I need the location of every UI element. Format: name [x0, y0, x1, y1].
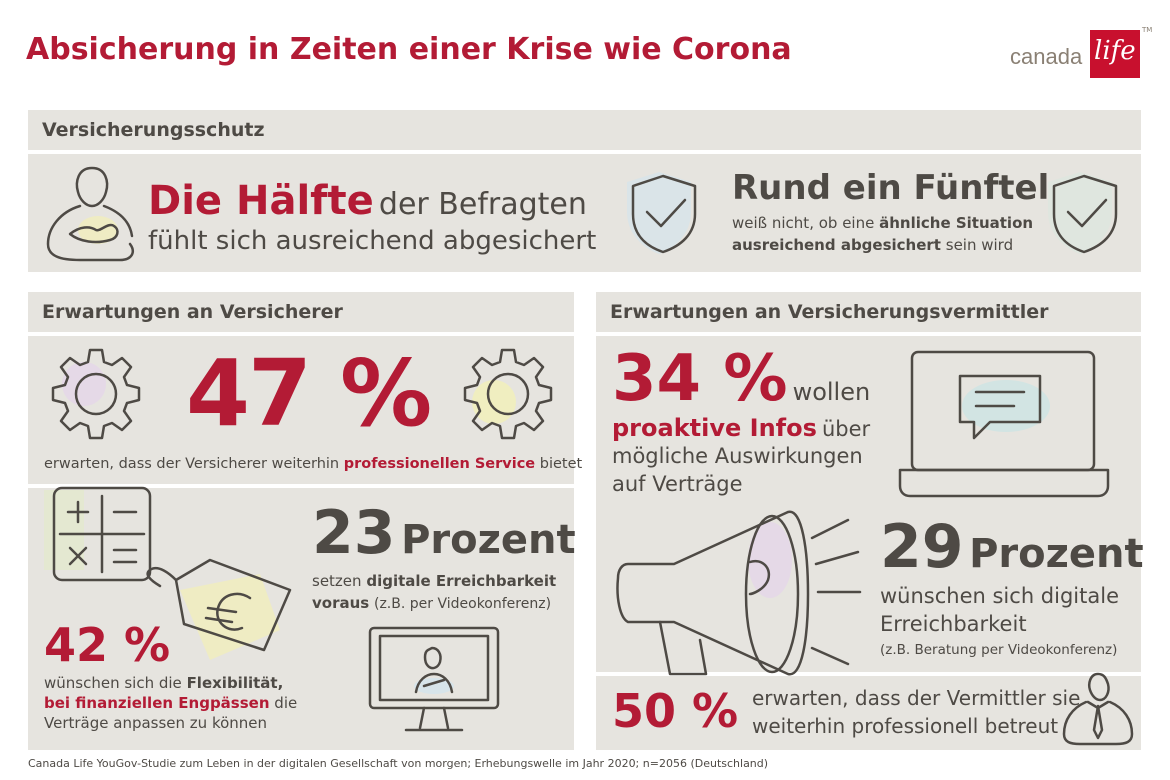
stat29-note: (z.B. Beratung per Videokonferenz): [880, 642, 1118, 658]
stat23-line1: setzen digitale Erreichbarkeit: [312, 572, 556, 590]
logo-tm: TM: [1142, 26, 1153, 34]
stat34-line4: auf Verträge: [612, 472, 743, 496]
stat23-bold2: voraus: [312, 594, 370, 612]
half-line2: fühlt sich ausreichend abgesichert: [148, 226, 597, 256]
brokers-panel-bottom: [596, 676, 1141, 750]
stat50-line2: weiterhin professionell betreut: [752, 714, 1059, 738]
stat23-pre: setzen: [312, 572, 362, 590]
shield-check-icon: [1048, 172, 1118, 254]
insurers-panel-bottom: [28, 488, 574, 750]
insurers-header: Erwartungen an Versicherer: [28, 292, 574, 332]
stat42-post: die: [274, 694, 298, 712]
stat29-value: 29: [880, 512, 964, 582]
stat23-value-row: 23 Prozent: [312, 498, 576, 568]
stat50-value: 50 %: [612, 684, 739, 738]
person-thumbs-up-icon: [46, 166, 134, 262]
stat34-post2: über: [821, 417, 871, 441]
canada-life-logo: canada life TM: [1008, 26, 1152, 80]
stat47-pre: erwarten, dass der Versicherer weiterhin: [44, 456, 340, 472]
half-line1: Die Hälfte der Befragten: [148, 178, 587, 224]
stat29-line1: wünschen sich digitale: [880, 584, 1119, 608]
stat23-value: 23: [312, 498, 396, 568]
brokers-panel-top: [596, 336, 1141, 672]
stat47-post: bietet: [539, 456, 583, 472]
stat23-unit: Prozent: [401, 517, 576, 563]
euro-tag-icon: [146, 558, 292, 660]
brokers-header: Erwartungen an Versicherungsvermittler: [596, 292, 1141, 332]
stat42-value: 42 %: [44, 618, 171, 672]
stat23-bold: digitale Erreichbarkeit: [366, 572, 557, 590]
advisor-person-icon: [1062, 672, 1134, 746]
insurance-panel: [28, 154, 1141, 272]
shield-check-icon: [627, 172, 697, 254]
stat23-line2: voraus (z.B. per Videokonferenz): [312, 594, 551, 612]
stat34-bold: proaktive Infos: [612, 414, 817, 442]
stat34-line3: mögliche Auswirkungen: [612, 444, 863, 468]
video-monitor-icon: [368, 626, 500, 732]
logo-box: life: [1090, 30, 1140, 78]
fifth-line2-post: sein wird: [945, 236, 1014, 254]
stat23-post: (z.B. per Videokonferenz): [374, 596, 552, 612]
half-highlight: Die Hälfte: [148, 178, 374, 224]
stat29-line2: Erreichbarkeit: [880, 612, 1027, 636]
stat50-line1: erwarten, dass der Vermittler sie: [752, 686, 1081, 710]
gear-icon: [51, 348, 141, 440]
half-rest: der Befragten: [378, 187, 587, 222]
logo-word: canada: [1010, 44, 1083, 69]
stat47-bold: professionellen Service: [343, 456, 536, 472]
stat34-line1: 34 % wollen: [612, 342, 870, 416]
fifth-line1-pre: weiß nicht, ob eine: [732, 214, 875, 232]
stat42-line3: Verträge anpassen zu können: [44, 714, 268, 732]
page-title: Absicherung in Zeiten einer Krise wie Co…: [26, 32, 792, 67]
stat47-value: 47 %: [186, 340, 432, 447]
stat29-value-row: 29 Prozent: [880, 512, 1144, 582]
stat42-bold2: bei finanziellen Engpässen: [44, 694, 270, 712]
stat42-line2: bei finanziellen Engpässen die: [44, 694, 297, 712]
fifth-line2-bold: ausreichend abgesichert: [732, 236, 941, 254]
fifth-line2: ausreichend abgesichert sein wird: [732, 236, 1013, 254]
stat34-value: 34 %: [612, 342, 788, 416]
megaphone-icon: [616, 510, 862, 676]
stat42-bold: Flexibilität,: [186, 674, 284, 692]
stat34-post1: wollen: [792, 378, 871, 406]
calculator-icon: [44, 486, 152, 582]
stat42-line1: wünschen sich die Flexibilität,: [44, 674, 283, 692]
insurance-header: Versicherungsschutz: [28, 110, 1141, 150]
fifth-line1: weiß nicht, ob eine ähnliche Situation: [732, 214, 1033, 232]
stat47-text: erwarten, dass der Versicherer weiterhin…: [44, 456, 582, 472]
fifth-line1-bold: ähnliche Situation: [879, 214, 1034, 232]
fifth-highlight: Rund ein Fünftel: [732, 168, 1050, 208]
gear-icon: [463, 348, 553, 440]
logo-script: life: [1094, 36, 1136, 66]
laptop-chat-icon: [898, 350, 1110, 498]
stat29-unit: Prozent: [969, 531, 1144, 577]
stat42-pre: wünschen sich die: [44, 674, 182, 692]
footnote: Canada Life YouGov-Studie zum Leben in d…: [28, 757, 769, 770]
stat34-line2: proaktive Infos über: [612, 414, 870, 442]
